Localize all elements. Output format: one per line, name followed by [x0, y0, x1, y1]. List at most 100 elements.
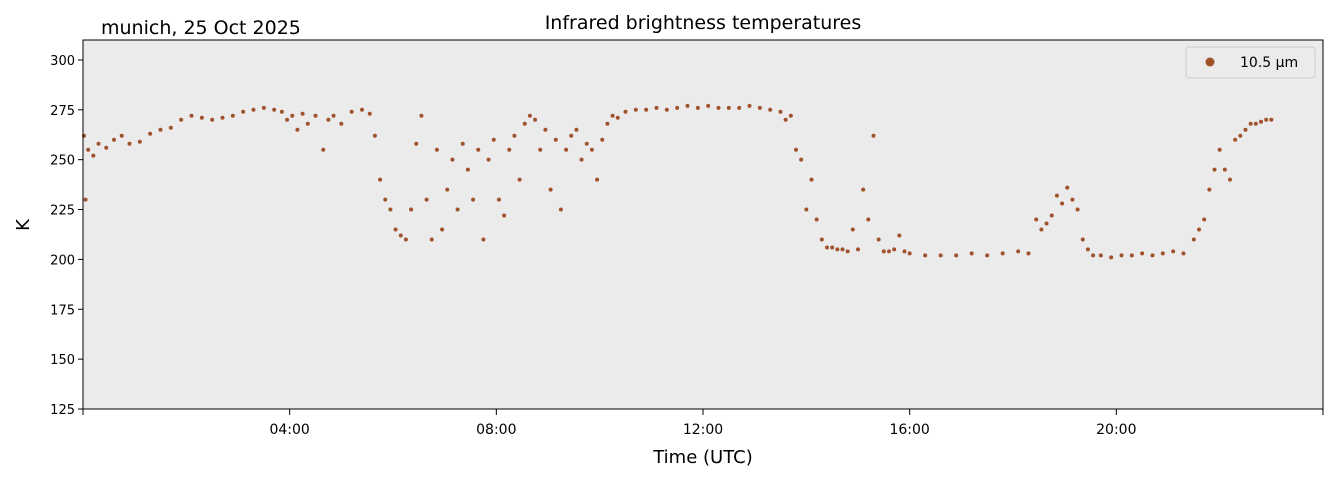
- data-point: [814, 217, 819, 222]
- data-point: [1085, 247, 1090, 252]
- data-point: [876, 237, 881, 242]
- data-point: [574, 127, 579, 132]
- data-point: [1109, 255, 1114, 260]
- data-point: [1054, 193, 1059, 198]
- plot-background: [83, 40, 1323, 409]
- data-point: [331, 113, 336, 118]
- data-point: [471, 197, 476, 202]
- data-point: [923, 253, 928, 258]
- x-tick-label: 12:00: [683, 422, 723, 438]
- data-point: [158, 127, 163, 132]
- data-point: [654, 105, 659, 110]
- data-point: [809, 177, 814, 182]
- data-point: [737, 105, 742, 110]
- data-point: [685, 103, 690, 108]
- data-point: [388, 207, 393, 212]
- data-point: [1150, 253, 1155, 258]
- data-point: [112, 137, 116, 142]
- data-point: [615, 115, 620, 120]
- y-axis-title: K: [13, 218, 34, 231]
- data-point: [553, 137, 558, 142]
- data-point: [383, 197, 388, 202]
- data-point: [104, 145, 109, 150]
- data-point: [1160, 251, 1165, 256]
- data-point: [1129, 253, 1134, 258]
- data-point: [1228, 177, 1232, 182]
- data-point: [783, 117, 788, 122]
- data-point: [305, 121, 310, 126]
- data-point: [548, 187, 553, 192]
- data-point: [1243, 127, 1248, 132]
- data-point: [1075, 207, 1080, 212]
- data-point: [595, 177, 600, 182]
- data-point: [1080, 237, 1085, 242]
- data-point: [349, 109, 354, 114]
- data-point: [261, 105, 266, 110]
- data-point: [1238, 133, 1243, 138]
- data-point: [778, 109, 783, 114]
- legend-box: [1185, 46, 1316, 79]
- data-point: [533, 117, 538, 122]
- data-point: [938, 253, 943, 258]
- data-point: [610, 113, 615, 118]
- data-point: [850, 227, 855, 232]
- data-point: [419, 113, 424, 118]
- data-point: [522, 121, 527, 126]
- data-point: [445, 187, 450, 192]
- data-point: [1119, 253, 1124, 258]
- data-point: [881, 249, 886, 254]
- data-point: [757, 105, 762, 110]
- y-axis: 125 150 175 200 225 250 275 300: [50, 54, 83, 418]
- x-axis: 04:00 08:00 12:00 16:00 20:00: [82, 409, 1324, 438]
- x-axis-title: Time (UTC): [652, 447, 753, 468]
- data-point: [295, 127, 300, 132]
- data-point: [845, 249, 850, 254]
- data-point: [1140, 251, 1145, 256]
- data-point: [794, 147, 798, 152]
- data-point: [367, 111, 372, 116]
- data-point: [695, 105, 700, 110]
- data-point: [799, 157, 804, 162]
- data-point: [819, 237, 824, 242]
- data-point: [1217, 147, 1222, 152]
- data-point: [1212, 167, 1217, 172]
- data-point: [835, 247, 840, 252]
- data-point: [507, 147, 512, 152]
- data-point: [747, 103, 752, 108]
- data-point: [902, 249, 907, 254]
- data-point: [1034, 217, 1039, 222]
- chart-title: Infrared brightness temperatures: [545, 12, 862, 34]
- data-point: [675, 105, 680, 110]
- data-point: [538, 147, 543, 152]
- data-point: [861, 187, 866, 192]
- data-point: [83, 197, 88, 202]
- data-point: [558, 207, 563, 212]
- data-point: [455, 207, 460, 212]
- data-point: [220, 115, 225, 120]
- data-point: [605, 121, 610, 126]
- data-point: [496, 197, 501, 202]
- data-point: [393, 227, 398, 232]
- data-point: [440, 227, 445, 232]
- data-point: [716, 105, 721, 110]
- data-point: [1202, 217, 1207, 222]
- data-point: [1039, 227, 1044, 232]
- data-point: [633, 107, 638, 112]
- data-point: [589, 147, 594, 152]
- y-tick-label: 250: [50, 154, 75, 169]
- data-point: [326, 117, 331, 122]
- data-point: [512, 133, 517, 138]
- data-point: [360, 107, 364, 112]
- data-point: [290, 113, 295, 118]
- data-point: [825, 245, 829, 250]
- data-point: [285, 117, 290, 122]
- data-point: [127, 141, 132, 146]
- data-point: [840, 247, 845, 252]
- data-point: [491, 137, 496, 142]
- data-point: [189, 113, 194, 118]
- data-point: [543, 127, 548, 132]
- data-point: [788, 113, 793, 118]
- data-point: [579, 157, 584, 162]
- data-point: [424, 197, 429, 202]
